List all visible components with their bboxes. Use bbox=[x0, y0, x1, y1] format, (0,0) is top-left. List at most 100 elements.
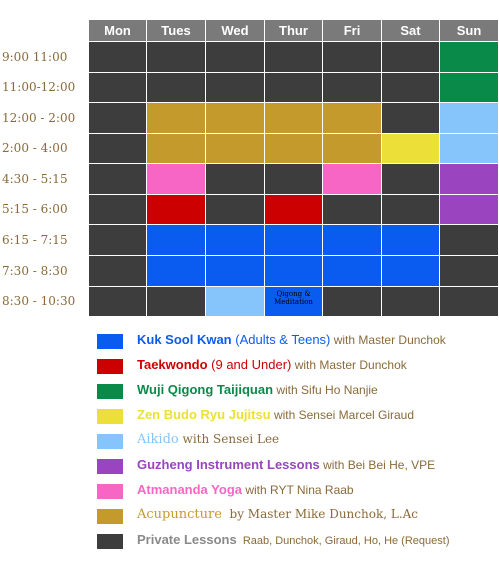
schedule-cell-acupuncture bbox=[265, 103, 322, 133]
time-slot-label: 12:00 - 2:00 bbox=[2, 110, 76, 125]
schedule-cell-private bbox=[382, 42, 439, 72]
schedule-cell-aikido bbox=[440, 103, 498, 133]
legend-text: Wuji Qigong Taijiquan with Sifu Ho Nanji… bbox=[137, 382, 378, 397]
schedule-cell-zen-budo bbox=[382, 134, 439, 163]
schedule-cell-kuk-sool bbox=[323, 256, 381, 286]
legend-program-name: Wuji Qigong Taijiquan bbox=[137, 382, 274, 397]
legend-text: Aikido with Sensei Lee bbox=[137, 432, 279, 447]
legend-swatch bbox=[97, 359, 123, 374]
schedule-cell-private bbox=[440, 225, 498, 255]
legend-text: Private Lessons Raab, Dunchok, Giraud, H… bbox=[137, 532, 449, 547]
schedule-cell-private bbox=[382, 287, 439, 316]
legend-item-wuji: Wuji Qigong Taijiquan with Sifu Ho Nanji… bbox=[0, 378, 499, 402]
schedule-cell-private bbox=[206, 195, 264, 224]
time-slot-label: 11:00-12:00 bbox=[2, 80, 76, 94]
schedule-cell-kuk-sool bbox=[265, 256, 322, 286]
legend-swatch bbox=[97, 459, 123, 474]
schedule-cell-private bbox=[265, 73, 322, 102]
legend-program-name: Acupuncture bbox=[137, 507, 222, 522]
schedule-cell-private bbox=[89, 195, 146, 224]
legend-instructor: by Master Mike Dunchok, L.Ac bbox=[221, 507, 419, 521]
legend-age-group: (9 and Under) bbox=[207, 357, 292, 372]
legend-swatch bbox=[97, 334, 123, 349]
schedule-cell-private bbox=[323, 287, 381, 316]
legend-age-group: (Adults & Teens) bbox=[231, 332, 331, 347]
legend-program-name: Private Lessons bbox=[137, 532, 237, 547]
legend-swatch bbox=[97, 409, 123, 424]
schedule-cell-guzheng bbox=[440, 195, 498, 224]
schedule-cell-private bbox=[206, 42, 264, 72]
legend-instructor: with Master Dunchok bbox=[291, 358, 407, 372]
schedule-cell-taekwondo bbox=[147, 195, 205, 224]
legend-swatch bbox=[97, 509, 123, 524]
schedule-cell-private bbox=[265, 164, 322, 194]
legend-item-guzheng: Guzheng Instrument Lessons with Bei Bei … bbox=[0, 453, 499, 477]
schedule-cell-private bbox=[89, 287, 146, 316]
schedule-cell-acupuncture bbox=[147, 134, 205, 163]
legend-instructor: with Master Dunchok bbox=[330, 333, 446, 347]
schedule-cell-kuk-sool bbox=[265, 225, 322, 255]
schedule-cell-acupuncture bbox=[323, 134, 381, 163]
schedule-cell-yoga bbox=[323, 164, 381, 194]
schedule-cell-private bbox=[382, 73, 439, 102]
legend-text: Zen Budo Ryu Jujitsu with Sensei Marcel … bbox=[137, 407, 414, 422]
legend-program-name: Taekwondo bbox=[137, 357, 208, 372]
legend-swatch bbox=[97, 434, 123, 449]
schedule-cell-kuk-sool bbox=[382, 225, 439, 255]
legend-program-name: Guzheng Instrument Lessons bbox=[137, 457, 320, 472]
legend-item-zen-budo: Zen Budo Ryu Jujitsu with Sensei Marcel … bbox=[0, 403, 499, 427]
legend-program-name: Zen Budo Ryu Jujitsu bbox=[137, 407, 271, 422]
class-schedule-table: Mon Tues Wed Thur Fri Sat Sun 9:00 11:00 11:00-1… bbox=[2, 20, 498, 316]
legend-item-yoga: Atmananda Yoga with RYT Nina Raab bbox=[0, 478, 499, 502]
legend-item-private: Private Lessons Raab, Dunchok, Giraud, H… bbox=[0, 528, 499, 552]
legend-swatch bbox=[97, 534, 123, 549]
schedule-cell-private bbox=[89, 164, 146, 194]
time-slot-label: 6:15 - 7:15 bbox=[2, 232, 68, 247]
schedule-cell-kuk-sool bbox=[382, 256, 439, 286]
schedule-cell-taekwondo bbox=[265, 195, 322, 224]
schedule-cell-aikido bbox=[206, 287, 264, 316]
legend-program-name: Aikido bbox=[137, 432, 179, 447]
legend-text: Acupuncture by Master Mike Dunchok, L.Ac bbox=[137, 507, 418, 522]
schedule-cell-private bbox=[206, 73, 264, 102]
schedule-cell-kuk-sool bbox=[323, 225, 381, 255]
legend-program-name: Atmananda Yoga bbox=[137, 482, 242, 497]
schedule-cell-kuk-sool: Qigong & Meditation bbox=[265, 287, 322, 316]
legend-instructor: with Sensei Lee bbox=[178, 432, 280, 446]
schedule-cell-private bbox=[89, 73, 146, 102]
schedule-cell-acupuncture bbox=[206, 134, 264, 163]
legend-text: Guzheng Instrument Lessons with Bei Bei … bbox=[137, 457, 435, 472]
schedule-cell-private bbox=[323, 195, 381, 224]
schedule-cell-private bbox=[147, 42, 205, 72]
schedule-cell-acupuncture bbox=[147, 103, 205, 133]
legend-swatch bbox=[97, 384, 123, 399]
schedule-cell-private bbox=[323, 73, 381, 102]
time-slot-label: 2:00 - 4:00 bbox=[2, 141, 68, 155]
legend-text: Atmananda Yoga with RYT Nina Raab bbox=[137, 482, 354, 497]
day-header-fri: Fri bbox=[323, 20, 381, 41]
schedule-cell-kuk-sool bbox=[147, 256, 205, 286]
schedule-cell-kuk-sool bbox=[206, 256, 264, 286]
legend-item-taekwondo: Taekwondo (9 and Under) with Master Dunc… bbox=[0, 353, 499, 377]
schedule-cell-kuk-sool bbox=[206, 225, 264, 255]
day-header-thur: Thur bbox=[265, 20, 322, 41]
legend-instructor: with Bei Bei He, VPE bbox=[319, 458, 436, 472]
legend-item-acupuncture: Acupuncture by Master Mike Dunchok, L.Ac bbox=[0, 503, 499, 527]
legend-instructor: with RYT Nina Raab bbox=[241, 483, 354, 497]
schedule-cell-private bbox=[382, 164, 439, 194]
schedule-cell-acupuncture bbox=[265, 134, 322, 163]
legend-swatch bbox=[97, 484, 123, 499]
schedule-cell-private bbox=[147, 287, 205, 316]
schedule-cell-private bbox=[382, 103, 439, 133]
schedule-cell-private bbox=[382, 195, 439, 224]
schedule-cell-wuji bbox=[440, 73, 498, 102]
legend-program-name: Kuk Sool Kwan bbox=[137, 332, 232, 347]
time-slot-label: 7:30 - 8:30 bbox=[2, 263, 68, 278]
schedule-cell-private bbox=[89, 256, 146, 286]
legend-text: Taekwondo (9 and Under) with Master Dunc… bbox=[137, 357, 407, 372]
day-header-tues: Tues bbox=[147, 20, 205, 41]
schedule-cell-guzheng bbox=[440, 164, 498, 194]
schedule-cell-private bbox=[147, 73, 205, 102]
time-slot-label: 8:30 - 10:30 bbox=[2, 294, 76, 308]
schedule-cell-private bbox=[206, 164, 264, 194]
